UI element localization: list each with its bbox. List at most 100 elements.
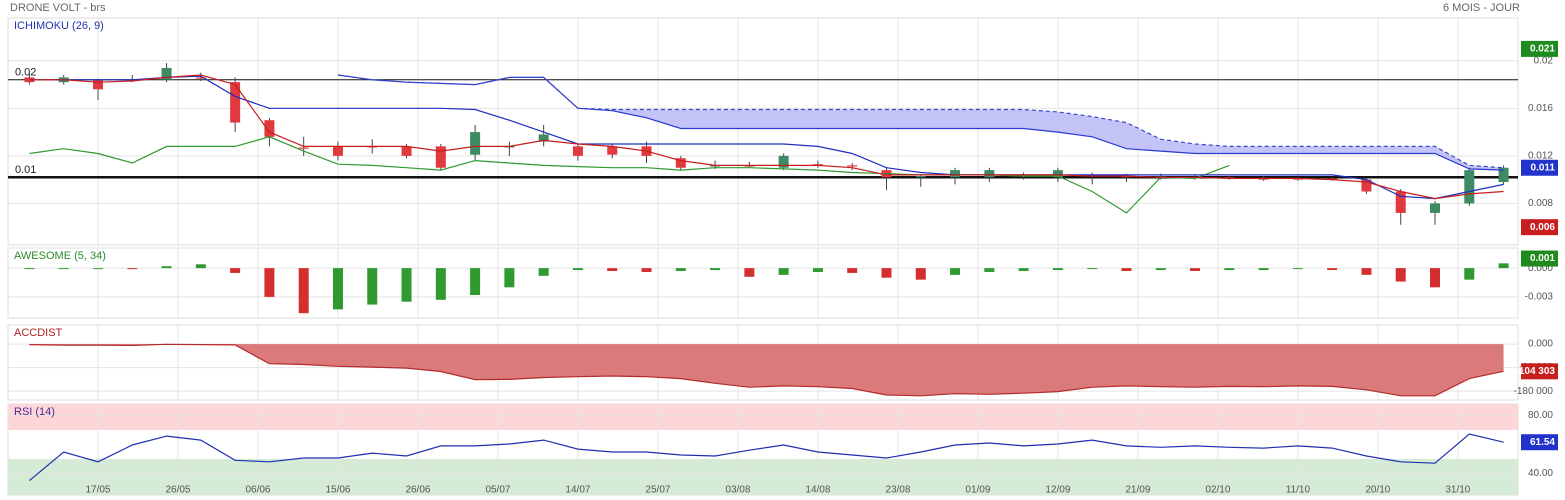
bar (744, 268, 755, 277)
panel-title: ICHIMOKU (26, 9) (14, 20, 104, 32)
bar (1327, 268, 1338, 271)
band (8, 458, 1518, 495)
candle-body (470, 132, 481, 155)
bar (195, 264, 206, 269)
x-tick-label: 02/10 (1205, 485, 1230, 496)
y-tick-label: 80.00 (1528, 410, 1553, 421)
x-tick-label: 01/09 (965, 485, 990, 496)
y-tick-label: -180 000 (1514, 386, 1554, 397)
value-badge (1521, 219, 1558, 236)
candle-body (298, 147, 309, 149)
candle-body (401, 146, 412, 156)
candle-body (332, 146, 343, 156)
bar (1224, 268, 1235, 271)
indicator-line (29, 136, 1230, 214)
bar (1052, 268, 1063, 271)
bar (984, 268, 995, 272)
candle-body (950, 170, 961, 178)
x-tick-label: 17/05 (85, 485, 110, 496)
indicator-line (29, 74, 1504, 200)
candle-body (675, 158, 686, 168)
bar (641, 268, 652, 272)
panel-frame (7, 247, 1519, 319)
cloud (337, 75, 1504, 171)
value-badge-label: 0.006 (1530, 222, 1555, 233)
bar (1430, 268, 1441, 288)
x-tick-label: 20/10 (1365, 485, 1390, 496)
value-badge-label: 0.021 (1530, 44, 1555, 55)
bar (675, 268, 686, 272)
bar (58, 268, 69, 270)
x-tick-label: 14/08 (805, 485, 830, 496)
bar (778, 268, 789, 275)
bar (950, 268, 961, 275)
band (8, 404, 1518, 430)
bar (1361, 268, 1372, 275)
candle-body (1155, 176, 1166, 178)
bar (1258, 268, 1269, 271)
value-badge (1521, 434, 1558, 451)
candle-body (778, 155, 789, 168)
bar (470, 268, 481, 295)
candle-body (607, 146, 618, 155)
bar (401, 268, 412, 302)
y-tick-label: 0.000 (1528, 339, 1553, 350)
bar (1155, 268, 1166, 271)
bar (1395, 268, 1406, 282)
candle-body (1258, 178, 1269, 180)
reference-label: 0.02 (15, 67, 36, 79)
value-badge-label: 61.54 (1530, 437, 1555, 448)
panel-title: ACCDIST (14, 327, 63, 339)
indicator-line (29, 75, 1504, 200)
panel-title: RSI (14) (14, 406, 55, 418)
y-tick-label: 0.012 (1528, 151, 1553, 162)
bar (1190, 268, 1201, 272)
reference-label: 0.01 (15, 164, 36, 176)
candle-body (1292, 178, 1303, 180)
x-tick-label: 06/06 (245, 485, 270, 496)
candle-body (812, 164, 823, 166)
bar (332, 268, 343, 310)
y-tick-label: 0.008 (1528, 198, 1553, 209)
candle-body (915, 176, 926, 178)
bar (915, 268, 926, 280)
candle-body (538, 134, 549, 142)
panel-frame (7, 17, 1519, 246)
x-tick-label: 26/05 (165, 485, 190, 496)
bar (24, 268, 35, 270)
bar (1087, 268, 1098, 270)
value-badge (1521, 363, 1558, 380)
page-title: DRONE VOLT - brs (10, 2, 106, 14)
indicator-line (337, 74, 1504, 171)
bar (1464, 268, 1475, 280)
value-badge (1521, 159, 1558, 176)
y-tick-label: 0.016 (1528, 103, 1553, 114)
y-tick-label: -0.003 (1525, 292, 1554, 303)
x-tick-label: 25/07 (645, 485, 670, 496)
candle-body (1464, 170, 1475, 204)
bar (538, 268, 549, 276)
candle-body (195, 77, 206, 79)
bar (812, 268, 823, 272)
bar (1121, 268, 1132, 272)
candle-body (161, 67, 172, 80)
area (29, 344, 1504, 396)
candle-body (572, 146, 583, 156)
bar (607, 268, 618, 272)
x-tick-label: 26/06 (405, 485, 430, 496)
bar (1498, 263, 1509, 269)
bar (572, 268, 583, 271)
x-tick-label: 21/09 (1125, 485, 1150, 496)
candle-body (984, 170, 995, 178)
value-badge-label: -104 303 (1516, 366, 1556, 377)
candle-body (230, 82, 241, 123)
value-badge-label: 0.011 (1531, 162, 1556, 173)
candle-body (92, 79, 103, 90)
candle-body (1430, 203, 1441, 213)
bar (127, 268, 138, 270)
candle-body (264, 120, 275, 137)
candle-body (1395, 191, 1406, 213)
y-tick-label: 40.00 (1528, 468, 1553, 479)
x-tick-label: 11/10 (1286, 485, 1311, 496)
